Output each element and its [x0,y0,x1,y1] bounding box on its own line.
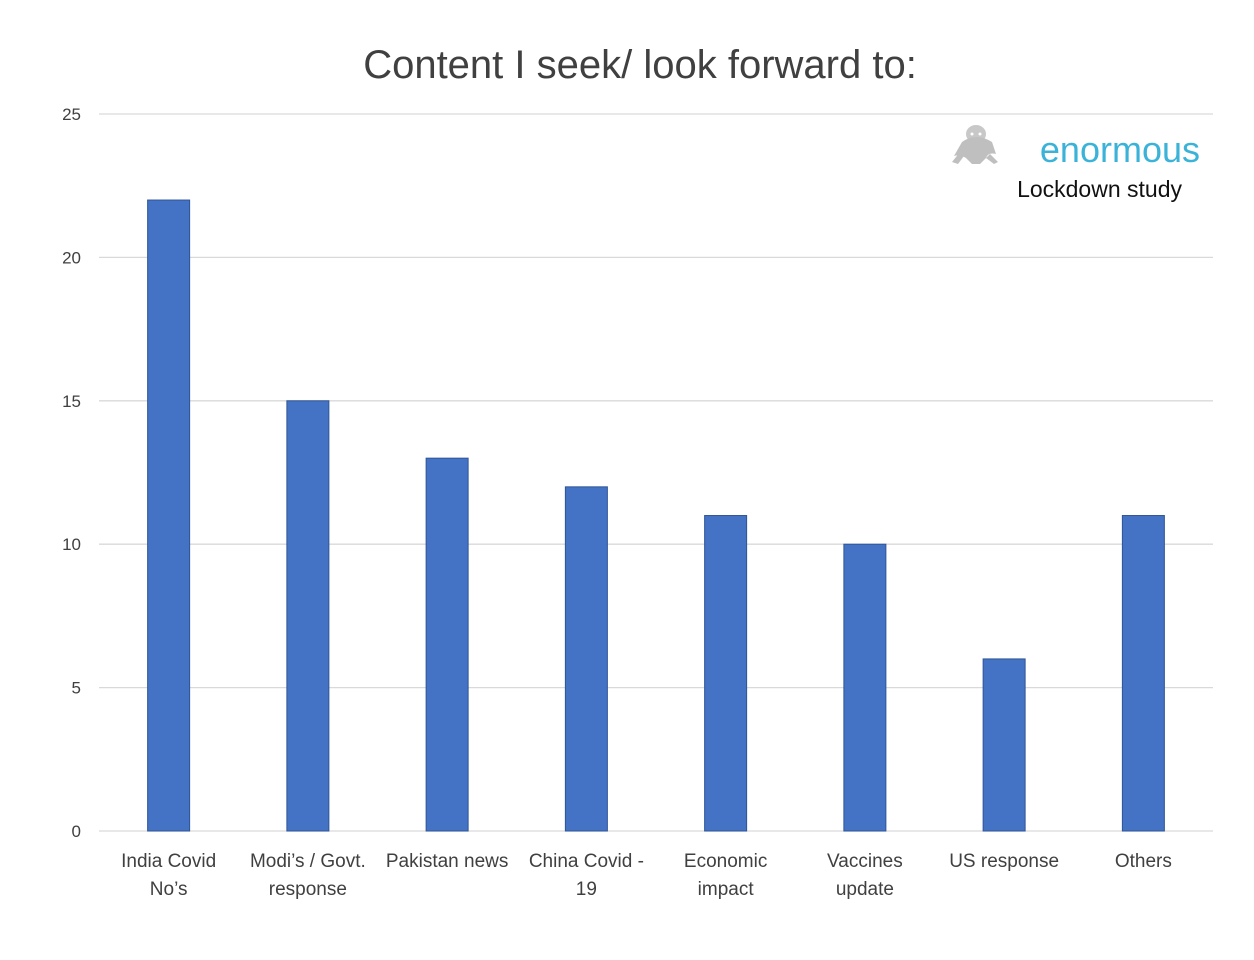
bar [704,515,748,832]
gridlines [99,113,1213,832]
bar [425,457,469,832]
y-tick-label: 20 [62,248,81,267]
bar [982,658,1026,832]
y-tick-label: 10 [62,535,81,554]
yeti-logo-icon [952,125,998,164]
brand-subtitle: Lockdown study [1017,176,1182,202]
bar [286,400,330,832]
y-tick-label: 25 [62,105,81,124]
y-tick-label: 15 [62,392,81,411]
bar [147,199,191,832]
y-tick-label: 0 [72,822,81,841]
x-category-label: Modi’s / Govt. response [250,851,366,900]
y-tick-label: 5 [72,679,81,698]
x-axis-category-labels: India Covid No’s Modi’s / Govt. response Pak… [121,851,1172,900]
bar [1121,515,1165,832]
x-category-label: Others [1115,851,1172,872]
x-category-label: China Covid -19 [529,851,644,900]
x-category-label: US response [949,851,1059,872]
brand-name: enormous [1040,129,1200,170]
bar [564,486,608,832]
bar [843,543,887,832]
x-category-label: Pakistan news [386,851,509,872]
y-axis-tick-labels: 0 5 10 15 20 25 [62,105,81,841]
bars [147,199,1165,832]
x-category-label: Economic impact [684,851,767,900]
x-category-label: India Covid No’s [121,851,216,900]
brand-logo: enormous Lockdown study [952,125,1200,202]
chart-title: Content I seek/ look forward to: [363,43,917,87]
x-category-label: Vaccines update [827,851,903,900]
